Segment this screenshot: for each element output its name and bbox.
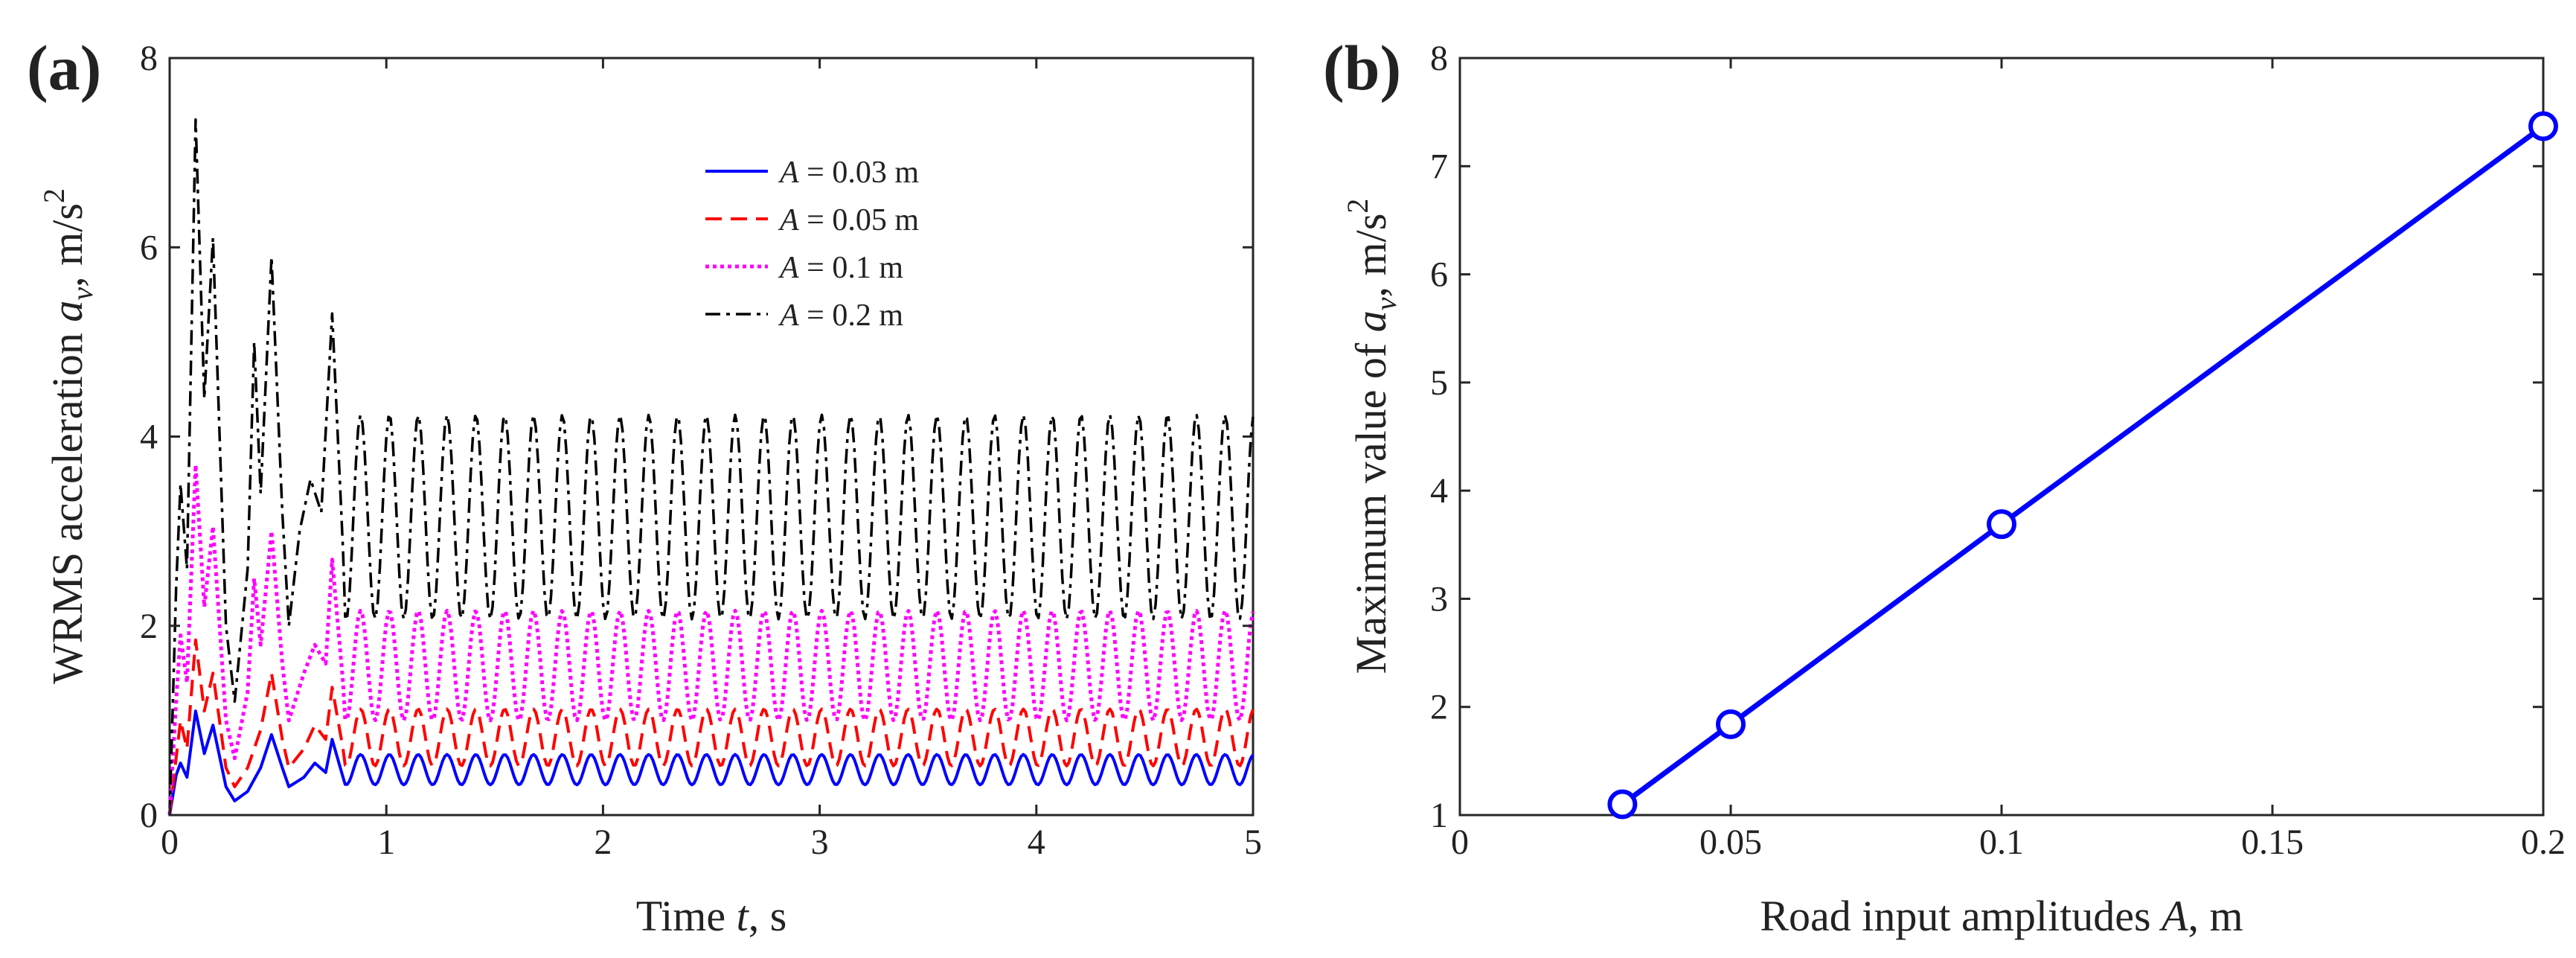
y-tick-label-b: 5 — [1430, 363, 1448, 403]
data-point-marker — [1716, 709, 1746, 739]
y-tick-label-b: 1 — [1430, 796, 1448, 835]
y-tick-label-b: 8 — [1430, 39, 1448, 78]
panel-label-b: (b) — [1323, 32, 1401, 103]
y-tick-label-b: 2 — [1430, 688, 1448, 727]
legend-entry-label: A = 0.03 m — [778, 156, 919, 190]
y-axis-ticks-b: 1 2 3 4 5 6 7 8 — [1430, 39, 2543, 835]
y-axis-label-b: Maximum value of av, m/s2 — [1341, 199, 1403, 674]
data-point-marker — [1987, 509, 2016, 540]
x-tick-label-b: 0.2 — [2521, 823, 2566, 862]
x-axis-ticks-b: 0 0.05 0.1 0.15 0.2 — [1451, 58, 2566, 862]
y-tick-label-a: 8 — [140, 39, 158, 78]
y-tick-label-a: 0 — [140, 796, 158, 835]
series-line-a — [168, 638, 1255, 816]
y-axis-label-a: WRMS acceleration av, m/s2 — [37, 188, 99, 684]
series-line-a — [168, 709, 1255, 816]
x-axis-ticks-a: 0 1 2 3 4 5 — [161, 58, 1262, 862]
y-tick-label-b: 7 — [1430, 147, 1448, 186]
x-axis-label-a: Time t, s — [636, 892, 787, 940]
series-line-a — [168, 118, 1255, 816]
y-tick-label-a: 6 — [140, 228, 158, 267]
data-point-marker — [2528, 111, 2558, 141]
y-tick-label-a: 4 — [140, 418, 158, 457]
x-tick-label-a: 2 — [594, 823, 612, 862]
series-line-a — [167, 463, 1255, 816]
x-tick-label-b: 0.1 — [1979, 823, 2024, 862]
x-tick-label-a: 1 — [377, 823, 395, 862]
x-tick-label-a: 5 — [1244, 823, 1262, 862]
legend-entry-label: A = 0.1 m — [778, 251, 903, 285]
data-point-marker — [1607, 789, 1638, 820]
y-axis-ticks-a: 0 2 4 6 8 — [140, 39, 1253, 835]
x-tick-label-b: 0 — [1451, 823, 1469, 862]
plot-area-b — [1458, 57, 2545, 817]
y-tick-label-b: 6 — [1430, 255, 1448, 295]
y-tick-label-b: 4 — [1430, 471, 1448, 511]
panel-a: (a) 0 1 2 3 4 5 0 2 4 6 8 Time t, s WRMS accelera… — [27, 32, 1262, 940]
x-tick-label-a: 0 — [161, 823, 179, 862]
legend-entry-label: A = 0.05 m — [778, 203, 919, 237]
x-tick-label-b: 0.15 — [2241, 823, 2304, 862]
legend-entry-label: A = 0.2 m — [778, 298, 903, 333]
legend-a: A = 0.03 m A = 0.05 m A = 0.1 m A = 0.2 m — [705, 156, 919, 333]
series-line-b — [1621, 124, 2545, 807]
panel-b: (b) 0 0.05 0.1 0.15 0.2 1 2 3 4 5 6 7 8 Road input … — [1323, 32, 2566, 940]
series-lines-b — [1607, 111, 2558, 820]
y-tick-label-a: 2 — [140, 607, 158, 646]
series-lines-a — [167, 118, 1255, 816]
x-tick-label-a: 3 — [811, 823, 829, 862]
y-tick-label-b: 3 — [1430, 579, 1448, 619]
x-tick-label-b: 0.05 — [1699, 823, 1762, 862]
x-axis-label-b: Road input amplitudes A, m — [1760, 892, 2243, 940]
panel-label-a: (a) — [27, 32, 101, 103]
x-tick-label-a: 4 — [1028, 823, 1045, 862]
